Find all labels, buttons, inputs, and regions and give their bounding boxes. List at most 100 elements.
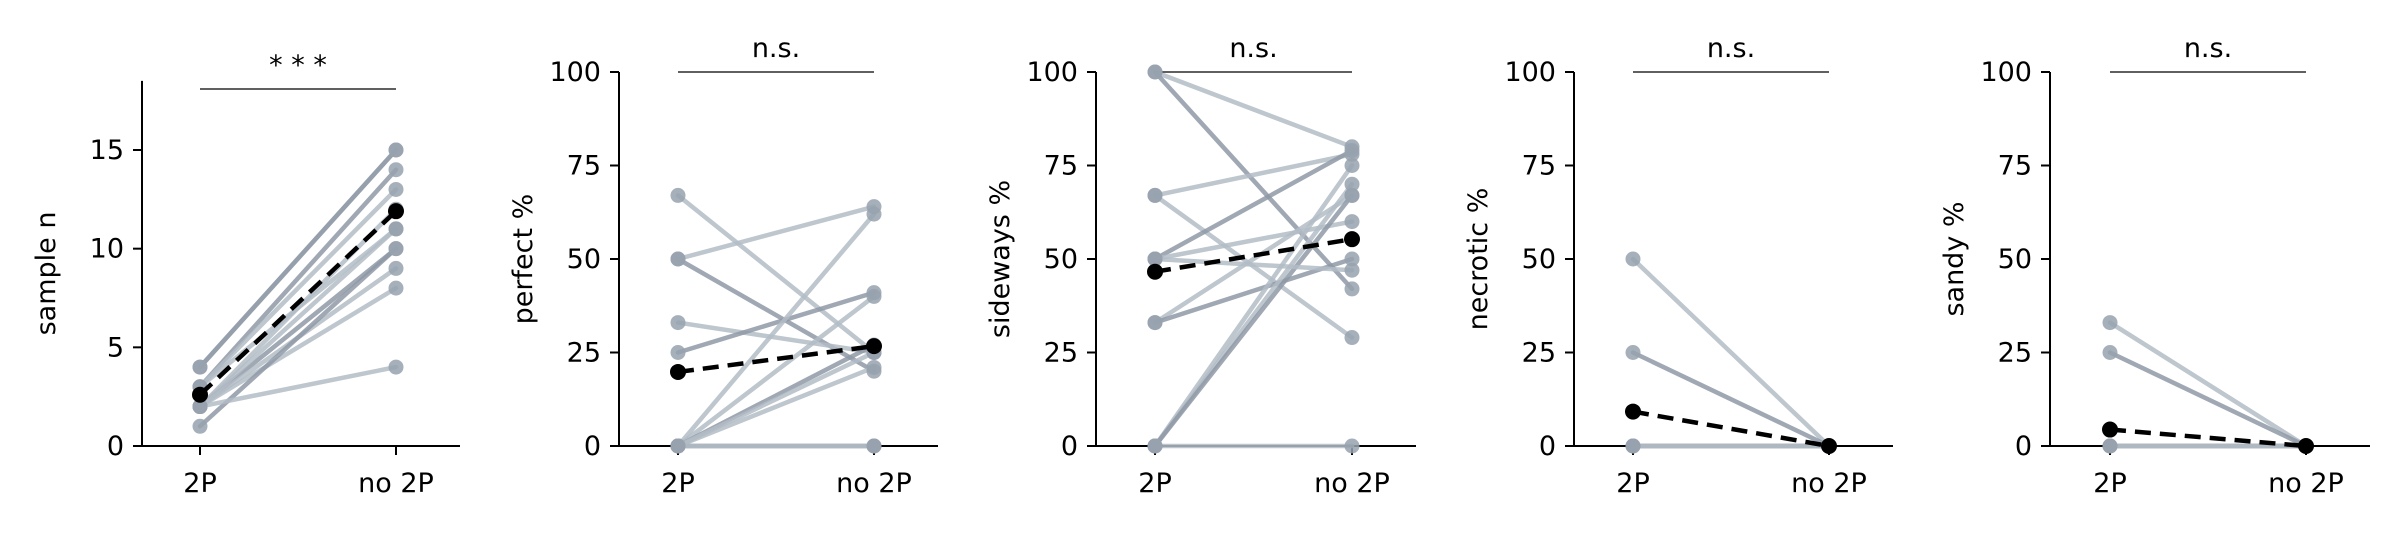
data-point-no-2P bbox=[866, 206, 882, 222]
paired-line bbox=[675, 204, 877, 262]
panel-3: 0 25 50 75 100 2P no 2P sideways % n.s. bbox=[985, 33, 1416, 499]
paired-line bbox=[197, 246, 399, 429]
y-tick-label: 0 bbox=[2015, 431, 2032, 462]
paired-line bbox=[675, 211, 877, 449]
paired-line bbox=[1152, 148, 1355, 262]
data-point-2P bbox=[1625, 345, 1641, 360]
paired-line bbox=[1630, 256, 1832, 449]
y-axis-label: sandy % bbox=[1939, 201, 1970, 316]
y-tick-label: 10 bbox=[90, 234, 124, 265]
panel-4: 0 25 50 75 100 2P no 2P necrotic % n.s. bbox=[1463, 33, 1893, 499]
data-point-no-2P bbox=[388, 260, 404, 276]
significance-label: n.s. bbox=[752, 33, 800, 64]
mean-point-no-2P bbox=[1821, 438, 1837, 454]
panel-5: 0 25 50 75 100 2P no 2P sandy % n.s. bbox=[1939, 33, 2370, 499]
data-point-no-2P bbox=[1344, 262, 1360, 278]
data-point-no-2P bbox=[388, 142, 404, 158]
paired-line bbox=[197, 285, 399, 409]
y-tick-label: 100 bbox=[1504, 57, 1556, 88]
y-tick-label: 100 bbox=[549, 57, 601, 88]
data-point-no-2P bbox=[388, 359, 404, 375]
data-point-2P bbox=[2102, 315, 2118, 331]
data-point-no-2P bbox=[388, 162, 404, 178]
paired-line bbox=[675, 320, 877, 355]
data-point-2P bbox=[670, 187, 686, 203]
y-tick-label: 0 bbox=[1539, 431, 1556, 462]
y-tick-label: 75 bbox=[567, 151, 601, 182]
y-tick-label: 50 bbox=[567, 244, 601, 275]
data-point-no-2P bbox=[388, 241, 404, 257]
data-point-2P bbox=[670, 345, 686, 360]
y-tick-label: 0 bbox=[584, 431, 601, 462]
x-tick-label: no 2P bbox=[2268, 468, 2344, 499]
data-point-2P bbox=[1147, 438, 1163, 454]
data-point-no-2P bbox=[1344, 158, 1360, 173]
mean-point-no-2P bbox=[388, 203, 404, 220]
data-point-no-2P bbox=[866, 359, 882, 375]
data-point-2P bbox=[1625, 438, 1641, 454]
paired-line bbox=[197, 226, 399, 409]
data-point-2P bbox=[670, 438, 686, 454]
data-point-no-2P bbox=[1344, 214, 1360, 230]
data-point-2P bbox=[2102, 345, 2118, 360]
paired-line bbox=[1152, 193, 1355, 325]
data-point-2P bbox=[1147, 251, 1163, 267]
mean-point-2P bbox=[2102, 421, 2118, 438]
y-tick-label: 50 bbox=[1998, 244, 2032, 275]
x-tick-label: 2P bbox=[1616, 468, 1649, 499]
x-tick-label: no 2P bbox=[836, 468, 912, 499]
data-point-2P bbox=[192, 399, 208, 415]
paired-line bbox=[1630, 350, 1832, 449]
data-point-no-2P bbox=[388, 181, 404, 197]
significance-label: n.s. bbox=[1707, 33, 1755, 64]
data-point-2P bbox=[2102, 438, 2118, 454]
y-tick-label: 75 bbox=[1522, 151, 1556, 182]
panel-2: 0 25 50 75 100 2P no 2P perfect % n.s. bbox=[508, 33, 938, 499]
mean-point-2P bbox=[1625, 403, 1641, 420]
data-point-2P bbox=[1147, 187, 1163, 203]
x-tick-label: 2P bbox=[183, 468, 216, 499]
data-point-2P bbox=[1625, 251, 1641, 267]
y-axis-label: perfect % bbox=[508, 194, 539, 325]
paired-line bbox=[1152, 152, 1355, 198]
data-point-2P bbox=[1147, 64, 1163, 80]
y-tick-label: 75 bbox=[1998, 151, 2032, 182]
data-point-2P bbox=[670, 315, 686, 331]
paired-line bbox=[675, 290, 877, 355]
data-point-no-2P bbox=[866, 438, 882, 454]
significance-label: n.s. bbox=[2184, 33, 2232, 64]
y-tick-label: 25 bbox=[1998, 338, 2032, 369]
mean-line bbox=[2109, 427, 2307, 449]
x-tick-label: 2P bbox=[661, 468, 694, 499]
paired-line bbox=[675, 193, 877, 355]
y-axis-label: sideways % bbox=[985, 180, 1016, 338]
paired-line bbox=[197, 147, 399, 370]
y-tick-label: 50 bbox=[1044, 244, 1078, 275]
x-tick-label: no 2P bbox=[1314, 468, 1390, 499]
paired-line bbox=[197, 187, 399, 390]
paired-line bbox=[675, 365, 877, 449]
x-tick-label: no 2P bbox=[358, 468, 434, 499]
mean-line bbox=[677, 343, 875, 375]
y-tick-label: 25 bbox=[1522, 338, 1556, 369]
data-point-no-2P bbox=[1344, 438, 1360, 454]
y-tick-label: 0 bbox=[1061, 431, 1078, 462]
significance-label: n.s. bbox=[1229, 33, 1277, 64]
paired-line bbox=[1152, 69, 1355, 150]
y-tick-label: 100 bbox=[1026, 57, 1078, 88]
x-tick-label: 2P bbox=[1138, 468, 1171, 499]
paired-line bbox=[1152, 69, 1355, 292]
data-point-no-2P bbox=[1344, 176, 1360, 192]
paired-line bbox=[675, 294, 877, 449]
y-tick-label: 50 bbox=[1522, 244, 1556, 275]
mean-line bbox=[198, 209, 398, 397]
data-point-no-2P bbox=[1344, 251, 1360, 267]
y-tick-label: 100 bbox=[1980, 57, 2032, 88]
paired-line bbox=[2107, 320, 2309, 449]
paired-line bbox=[675, 350, 877, 449]
mean-point-no-2P bbox=[1344, 231, 1360, 248]
paired-line bbox=[197, 364, 399, 409]
paired-line bbox=[1152, 256, 1355, 273]
data-point-no-2P bbox=[388, 280, 404, 296]
